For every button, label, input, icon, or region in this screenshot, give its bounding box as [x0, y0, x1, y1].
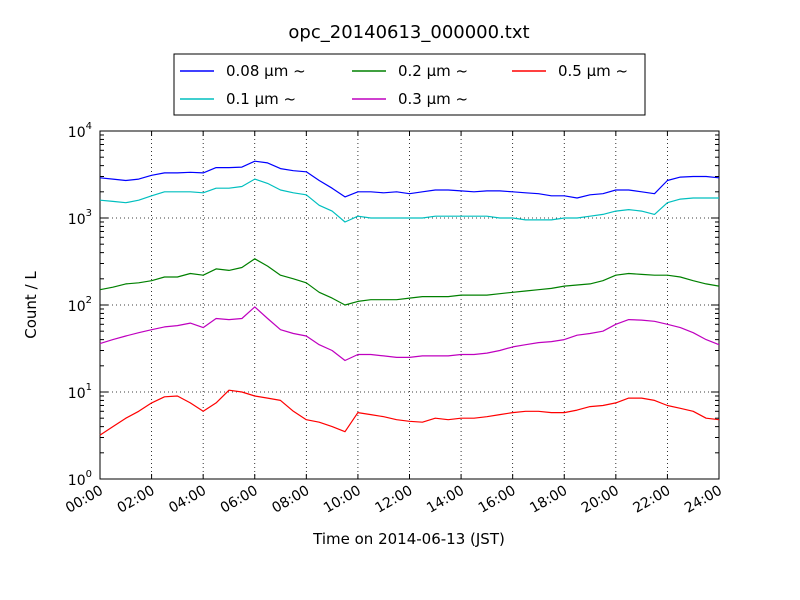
- y-tick-label: 100: [68, 469, 92, 489]
- legend-label: 0.3 μm ~: [398, 90, 468, 108]
- chart-title: opc_20140613_000000.txt: [288, 22, 529, 43]
- series-line-3: [99, 258, 720, 306]
- tick-marks: [99, 130, 720, 480]
- legend-label: 0.08 μm ~: [226, 62, 306, 80]
- y-tick-labels: 100 101 102 103 104: [68, 121, 92, 489]
- legend-entry-5: 0.5 μm ~: [512, 62, 628, 80]
- series-lines: [99, 160, 720, 436]
- y-tick-label: 102: [68, 295, 92, 315]
- legend: 0.08 μm ~ 0.1 μm ~ 0.2 μm ~ 0.3 μm ~ 0.5 μm …: [173, 53, 646, 116]
- legend-entry-4: 0.3 μm ~: [352, 90, 468, 108]
- legend-entry-2: 0.1 μm ~: [180, 90, 296, 108]
- y-tick-label: 101: [68, 382, 92, 402]
- legend-label: 0.2 μm ~: [398, 62, 468, 80]
- legend-entry-3: 0.2 μm ~: [352, 62, 468, 80]
- legend-frame: [173, 53, 646, 116]
- series-line-5: [99, 389, 720, 436]
- legend-label: 0.1 μm ~: [226, 90, 296, 108]
- plot-area: [99, 130, 720, 480]
- legend-entry-1: 0.08 μm ~: [180, 62, 306, 80]
- legend-label: 0.5 μm ~: [558, 62, 628, 80]
- y-tick-label: 104: [68, 121, 92, 141]
- x-axis-label: Time on 2014-06-13 (JST): [312, 530, 505, 548]
- series-line-2: [99, 178, 719, 223]
- series-line-4: [99, 306, 720, 362]
- y-axis-label: Count / L: [22, 271, 40, 339]
- series-line-1: [99, 160, 720, 199]
- y-tick-label: 103: [68, 208, 92, 228]
